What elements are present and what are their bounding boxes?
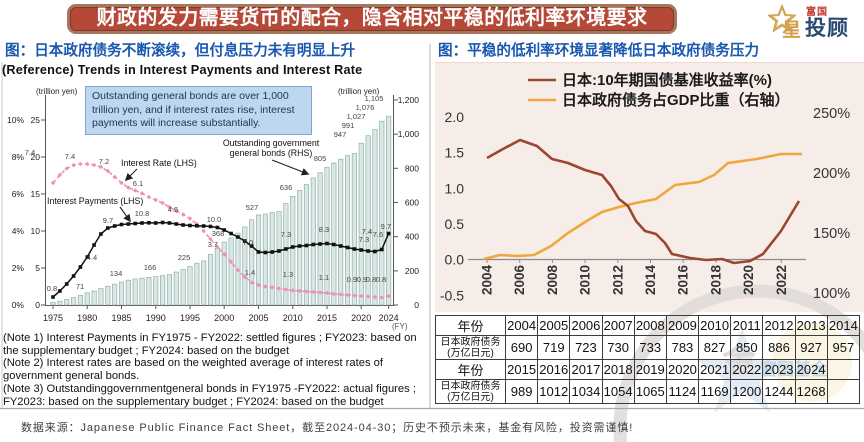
svg-text:134: 134 [110,269,123,278]
svg-text:10%: 10% [7,115,24,125]
svg-text:2%: 2% [12,263,25,273]
svg-text:2008: 2008 [545,265,560,296]
svg-text:636: 636 [280,183,293,192]
svg-text:7.6: 7.6 [373,230,383,239]
svg-text:7.3: 7.3 [281,230,291,239]
svg-text:2015: 2015 [317,313,337,323]
svg-text:6%: 6% [12,189,25,199]
svg-text:1,000: 1,000 [398,129,420,139]
svg-text:3.7: 3.7 [208,240,218,249]
svg-text:71: 71 [76,282,84,291]
svg-text:2005: 2005 [248,313,268,323]
svg-text:5: 5 [35,263,40,273]
svg-text:0.8: 0.8 [376,275,386,284]
svg-text:1.1: 1.1 [319,273,329,282]
svg-text:150%: 150% [813,226,850,242]
svg-text:10.0: 10.0 [207,215,222,224]
svg-text:7.4: 7.4 [25,148,35,157]
svg-text:6.1: 6.1 [133,179,143,188]
svg-text:800: 800 [405,163,419,173]
svg-text:2022: 2022 [774,265,789,295]
svg-text:2004: 2004 [480,265,495,296]
svg-text:2024: 2024 [379,313,399,323]
svg-text:0: 0 [35,300,40,310]
svg-text:225: 225 [178,253,191,262]
svg-text:527: 527 [246,203,259,212]
svg-text:1,105: 1,105 [365,94,384,103]
svg-text:0: 0 [414,300,419,310]
svg-text:1995: 1995 [180,313,200,323]
svg-text:7.4: 7.4 [362,227,372,236]
svg-text:7.2: 7.2 [99,157,109,166]
svg-text:0.5: 0.5 [445,216,465,232]
svg-text:2020: 2020 [351,313,371,323]
svg-text:1.3: 1.3 [283,270,293,279]
svg-text:4%: 4% [12,226,25,236]
svg-text:2012: 2012 [610,265,625,295]
svg-text:1975: 1975 [43,313,63,323]
svg-text:Interest Rate (LHS): Interest Rate (LHS) [121,158,197,168]
svg-text:25: 25 [31,115,41,125]
svg-text:0.0: 0.0 [445,252,465,268]
svg-text:(trillion yen): (trillion yen) [338,87,380,96]
svg-text:4.4: 4.4 [87,253,97,262]
svg-text:947: 947 [334,130,347,139]
svg-text:日本政府债务占GDP比重（右轴）: 日本政府债务占GDP比重（右轴） [562,91,790,109]
svg-text:2010: 2010 [283,313,303,323]
svg-text:200%: 200% [813,166,850,182]
svg-text:805: 805 [314,154,327,163]
svg-text:15: 15 [31,189,41,199]
svg-text:日本:10年期国债基准收益率(%): 日本:10年期国债基准收益率(%) [562,71,772,89]
svg-text:600: 600 [405,198,419,208]
svg-text:4.6: 4.6 [168,205,178,214]
svg-text:0.9: 0.9 [357,275,367,284]
svg-text:10.8: 10.8 [135,209,150,218]
svg-text:1.0: 1.0 [445,180,465,196]
svg-text:-0.5: -0.5 [440,287,464,303]
svg-text:2020: 2020 [741,265,756,295]
svg-text:200: 200 [405,266,419,276]
svg-text:2018: 2018 [708,265,723,296]
svg-text:1990: 1990 [146,313,166,323]
svg-text:0%: 0% [12,300,25,310]
svg-text:2.0: 2.0 [445,109,465,125]
svg-text:400: 400 [405,232,419,242]
svg-text:general bonds (RHS): general bonds (RHS) [230,148,313,158]
svg-text:1,027: 1,027 [347,112,366,121]
svg-text:1985: 1985 [111,313,131,323]
svg-text:1.5: 1.5 [445,145,465,161]
svg-text:100%: 100% [813,286,850,302]
svg-text:2016: 2016 [676,265,691,296]
svg-text:20: 20 [31,152,41,162]
svg-text:9.7: 9.7 [103,216,113,225]
svg-text:(trillion yen): (trillion yen) [36,87,78,96]
svg-text:2014: 2014 [643,265,658,296]
svg-text:2000: 2000 [214,313,234,323]
svg-text:8%: 8% [12,152,25,162]
svg-text:10: 10 [31,226,41,236]
svg-text:250%: 250% [813,106,850,122]
svg-text:9.7: 9.7 [381,222,391,231]
svg-text:1.4: 1.4 [245,268,255,277]
svg-text:(FY): (FY) [392,322,408,331]
svg-text:Outstanding government: Outstanding government [223,138,320,148]
svg-text:1,200: 1,200 [398,95,420,105]
svg-text:991: 991 [342,121,355,130]
svg-text:1,076: 1,076 [356,103,375,112]
svg-text:166: 166 [144,263,157,272]
svg-text:7.4: 7.4 [65,152,75,161]
svg-text:368: 368 [212,229,225,238]
svg-text:7.3: 7.3 [359,235,369,244]
svg-text:2006: 2006 [512,265,527,296]
svg-text:8.3: 8.3 [319,225,329,234]
svg-text:0.8: 0.8 [366,275,376,284]
svg-text:7.0: 7.0 [243,238,253,247]
svg-text:0.8: 0.8 [47,284,57,293]
svg-text:2010: 2010 [578,265,593,295]
svg-text:Interest Payments (LHS): Interest Payments (LHS) [47,196,143,206]
svg-text:1980: 1980 [77,313,97,323]
svg-text:0.9: 0.9 [347,275,357,284]
